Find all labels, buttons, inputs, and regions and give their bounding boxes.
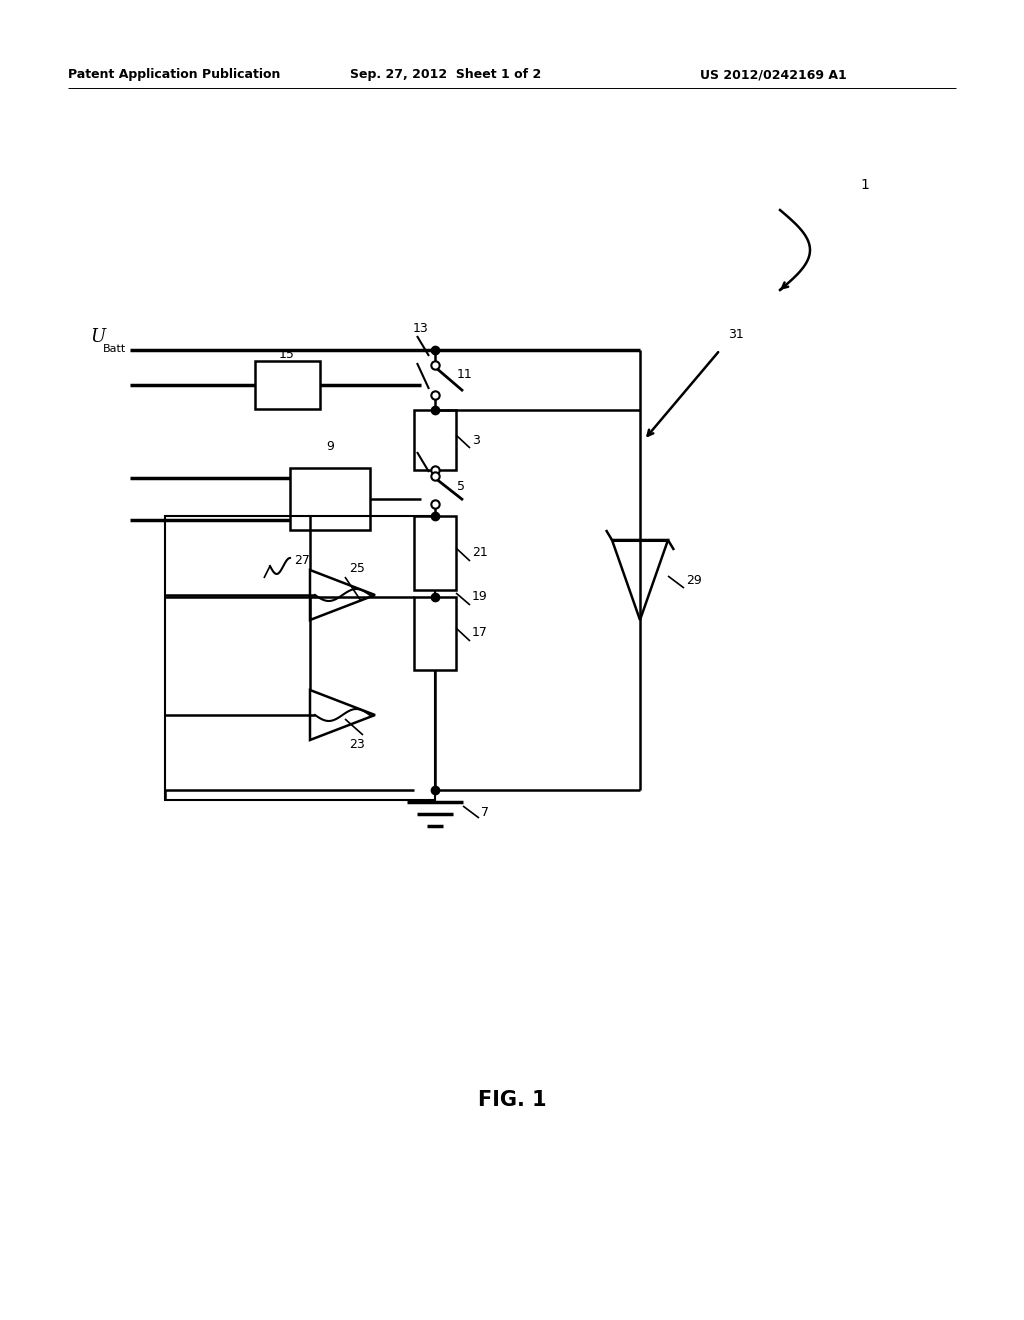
Text: 31: 31	[728, 329, 743, 342]
Text: 19: 19	[472, 590, 487, 603]
Bar	[255, 360, 319, 409]
Text: 7: 7	[481, 805, 489, 818]
Bar	[414, 597, 456, 671]
Bar	[414, 516, 456, 590]
Text: 15: 15	[280, 348, 295, 362]
Bar	[165, 516, 435, 800]
Text: 1: 1	[860, 178, 869, 191]
Text: FIG. 1: FIG. 1	[477, 1090, 547, 1110]
Text: Sep. 27, 2012  Sheet 1 of 2: Sep. 27, 2012 Sheet 1 of 2	[350, 69, 542, 81]
Bar	[414, 411, 456, 470]
Text: U: U	[90, 327, 105, 346]
Text: 25: 25	[349, 562, 365, 576]
Text: 5: 5	[457, 479, 465, 492]
Text: 21: 21	[472, 546, 487, 560]
Text: Patent Application Publication: Patent Application Publication	[68, 69, 281, 81]
Text: 17: 17	[472, 627, 487, 639]
Text: 27: 27	[294, 553, 310, 566]
Text: Batt: Batt	[103, 345, 126, 354]
Bar	[290, 469, 370, 531]
Text: 13: 13	[413, 322, 429, 334]
Text: 9: 9	[326, 440, 334, 453]
Text: 29: 29	[686, 573, 701, 586]
Text: 3: 3	[472, 433, 480, 446]
Text: 23: 23	[349, 738, 365, 751]
Text: 11: 11	[457, 368, 473, 381]
Text: US 2012/0242169 A1: US 2012/0242169 A1	[700, 69, 847, 81]
